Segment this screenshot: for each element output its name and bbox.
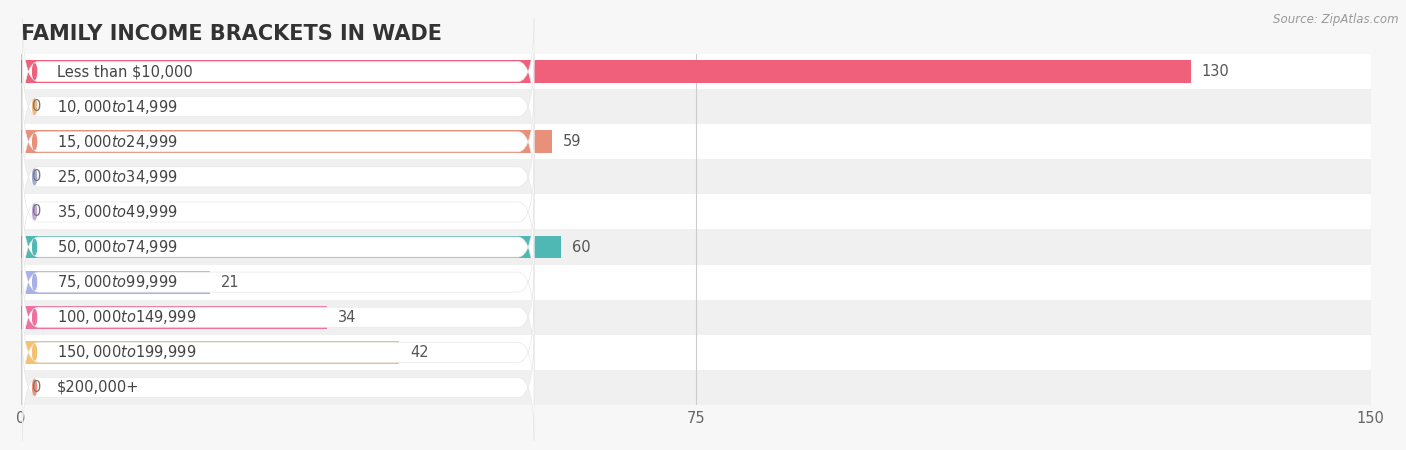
- FancyBboxPatch shape: [22, 18, 534, 125]
- Bar: [21, 60, 1191, 83]
- FancyBboxPatch shape: [22, 124, 534, 230]
- Bar: [21, 271, 209, 293]
- Circle shape: [32, 99, 37, 114]
- Text: Source: ZipAtlas.com: Source: ZipAtlas.com: [1274, 14, 1399, 27]
- Circle shape: [32, 239, 37, 255]
- Text: $50,000 to $74,999: $50,000 to $74,999: [58, 238, 179, 256]
- Bar: [21, 230, 1371, 265]
- Text: 0: 0: [32, 169, 41, 184]
- Bar: [21, 130, 553, 153]
- Circle shape: [32, 134, 37, 149]
- Bar: [21, 236, 561, 258]
- Text: $200,000+: $200,000+: [58, 380, 139, 395]
- Text: $100,000 to $149,999: $100,000 to $149,999: [58, 308, 197, 326]
- FancyBboxPatch shape: [22, 264, 534, 370]
- Text: 0: 0: [32, 99, 41, 114]
- FancyBboxPatch shape: [22, 229, 534, 335]
- Text: Less than $10,000: Less than $10,000: [58, 64, 193, 79]
- Text: 59: 59: [562, 134, 581, 149]
- Text: $10,000 to $14,999: $10,000 to $14,999: [58, 98, 179, 116]
- Text: $25,000 to $34,999: $25,000 to $34,999: [58, 168, 179, 186]
- Text: 60: 60: [572, 239, 591, 255]
- Bar: [21, 159, 1371, 194]
- FancyBboxPatch shape: [22, 54, 534, 160]
- Bar: [21, 370, 1371, 405]
- Text: 42: 42: [409, 345, 429, 360]
- Circle shape: [32, 274, 37, 290]
- FancyBboxPatch shape: [22, 159, 534, 265]
- Bar: [21, 265, 1371, 300]
- Bar: [21, 194, 1371, 230]
- Text: $150,000 to $199,999: $150,000 to $199,999: [58, 343, 197, 361]
- Bar: [21, 300, 1371, 335]
- Bar: [21, 306, 328, 328]
- Text: $75,000 to $99,999: $75,000 to $99,999: [58, 273, 179, 291]
- Bar: [21, 124, 1371, 159]
- Text: 0: 0: [32, 204, 41, 220]
- Circle shape: [32, 345, 37, 360]
- Text: 34: 34: [337, 310, 356, 325]
- Text: $15,000 to $24,999: $15,000 to $24,999: [58, 133, 179, 151]
- Circle shape: [32, 310, 37, 325]
- Text: 130: 130: [1202, 64, 1229, 79]
- Text: FAMILY INCOME BRACKETS IN WADE: FAMILY INCOME BRACKETS IN WADE: [21, 24, 441, 44]
- Text: 21: 21: [221, 274, 239, 290]
- Bar: [21, 54, 1371, 89]
- Circle shape: [32, 380, 37, 395]
- Bar: [21, 335, 1371, 370]
- Bar: [21, 89, 1371, 124]
- Circle shape: [32, 64, 37, 79]
- Text: 0: 0: [32, 380, 41, 395]
- Circle shape: [32, 169, 37, 184]
- Bar: [21, 341, 399, 364]
- FancyBboxPatch shape: [22, 299, 534, 405]
- FancyBboxPatch shape: [22, 89, 534, 195]
- Text: $35,000 to $49,999: $35,000 to $49,999: [58, 203, 179, 221]
- Circle shape: [32, 204, 37, 220]
- FancyBboxPatch shape: [22, 194, 534, 300]
- FancyBboxPatch shape: [22, 334, 534, 441]
